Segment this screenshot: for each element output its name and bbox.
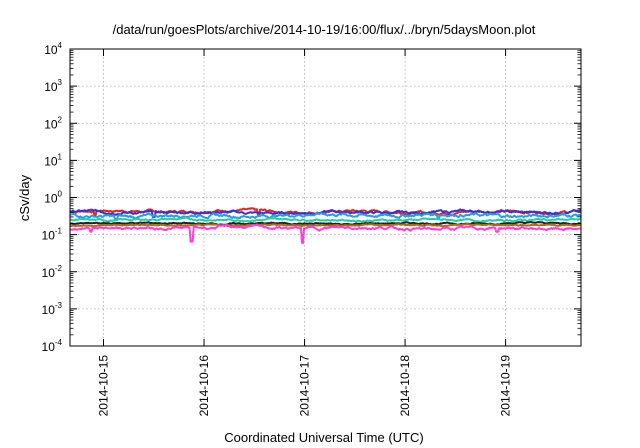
chart-title: /data/run/goesPlots/archive/2014-10-19/1… [113, 22, 536, 37]
x-tick-label: 2014-10-19 [499, 355, 513, 417]
series-line [69, 211, 582, 221]
y-tick-label: 102 [44, 115, 62, 131]
x-tick-label: 2014-10-16 [197, 355, 211, 417]
x-axis: 2014-10-15 2014-10-16 2014-10-17 2014-10-18… [97, 49, 513, 416]
x-axis-label: Coordinated Universal Time (UTC) [224, 430, 423, 445]
series-group [69, 207, 582, 244]
series-line [69, 223, 582, 244]
x-tick-label: 2014-10-15 [97, 355, 111, 417]
y-tick-label: 10-3 [42, 301, 63, 317]
y-tick-label: 103 [44, 78, 62, 94]
y-tick-label: 100 [44, 190, 62, 206]
y-tick-label: 104 [44, 41, 62, 57]
grid [70, 49, 581, 346]
y-axis-label: cSv/day [17, 174, 32, 221]
y-tick-label: 10-1 [42, 227, 63, 243]
y-tick-label: 101 [44, 152, 62, 168]
y-axis: 10-4 10-3 10-2 10-1 100 101 102 103 104 [42, 41, 581, 354]
y-tick-label: 10-4 [42, 338, 63, 354]
y-tick-label: 10-2 [42, 264, 63, 280]
x-tick-label: 2014-10-17 [298, 355, 312, 417]
series-line [69, 223, 582, 228]
series-line [69, 216, 582, 224]
x-tick-label: 2014-10-18 [398, 355, 412, 417]
